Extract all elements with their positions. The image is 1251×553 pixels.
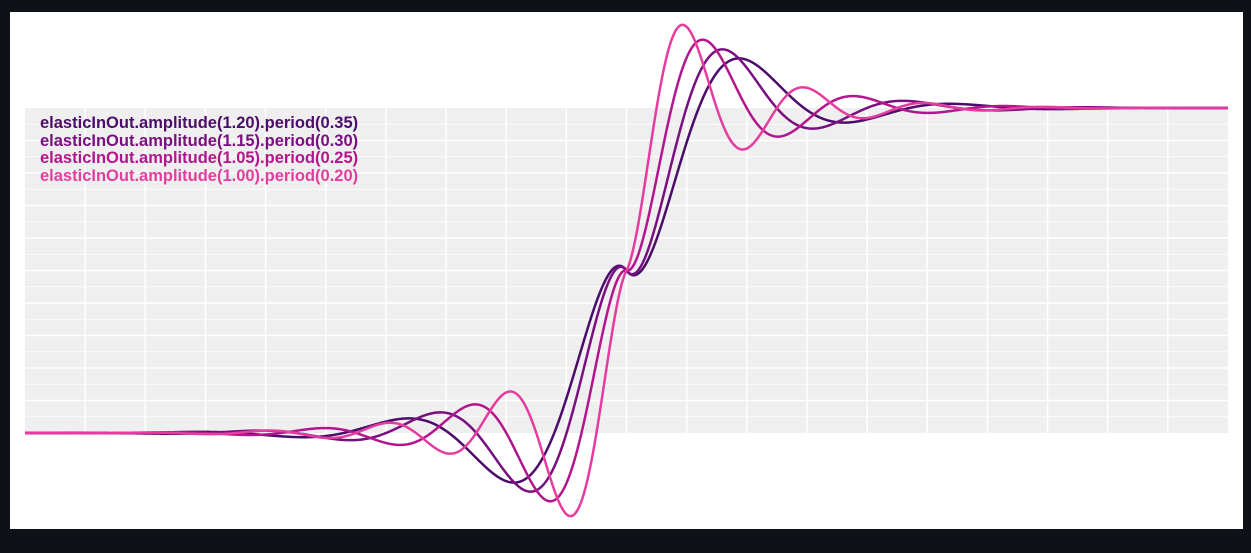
legend-entry-2: elasticInOut.amplitude(1.15).period(0.30…	[40, 131, 359, 150]
legend-entry-4: elasticInOut.amplitude(1.00).period(0.20…	[40, 166, 359, 185]
series-line-4	[25, 23, 1228, 518]
legend-entry-3: elasticInOut.amplitude(1.05).period(0.25…	[40, 149, 359, 167]
grid	[25, 108, 1228, 433]
series-lines	[25, 23, 1228, 518]
legend: elasticInOut.amplitude(1.20).period(0.35…	[40, 114, 359, 185]
legend-entry-1: elasticInOut.amplitude(1.20).period(0.35…	[40, 114, 359, 132]
